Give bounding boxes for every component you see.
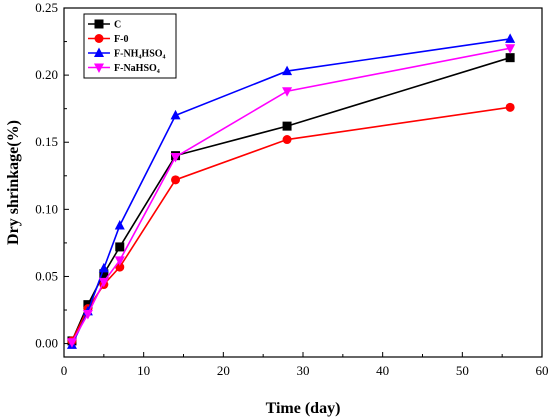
series-3-line [71,38,511,346]
series-3-point [505,33,516,43]
x-tick-label: 20 [217,363,230,378]
series-4-point [282,87,293,97]
series-layer [66,33,516,349]
y-axis-title: Dry shrinkage(%) [5,120,22,245]
x-tick-label: 0 [61,363,68,378]
series-1-line [71,56,511,342]
legend-label: C [114,20,121,31]
series-1-point [115,242,125,252]
series-2-point [115,262,125,272]
y-tick-label: 0.05 [35,268,58,283]
legend-entry: F-NH₄HSO₄ [88,47,166,60]
series-4-point [114,256,125,266]
series-2-point [171,175,181,185]
series-3 [66,33,516,349]
y-tick-label: 0.15 [35,134,58,149]
x-tick-label: 60 [536,363,549,378]
x-axis-title: Time (day) [266,400,341,417]
legend-label: F-NH₄HSO₄ [114,49,166,60]
series-1 [67,53,515,346]
y-tick-label: 0.10 [35,201,58,216]
series-1-point [282,121,292,131]
x-tick-label: 30 [297,363,310,378]
legend-marker [94,34,104,43]
legend-marker [94,47,104,57]
legend-label: F-NaHSO₄ [114,63,160,74]
legend-label: F-0 [114,34,128,45]
series-1-point [505,53,515,63]
plot-frame [63,7,543,358]
x-tick-label: 50 [456,363,469,378]
y-tick-label: 0.00 [35,336,58,351]
series-3-point [114,219,125,230]
legend-entry: F-0 [88,34,128,45]
series-3-point [170,109,181,120]
legend-entry: F-NaHSO₄ [88,63,160,74]
series-4-point [170,152,181,163]
series-4-point [505,44,516,54]
series-4-line [71,47,511,343]
series-3-point [98,262,109,273]
series-4-point [98,277,109,288]
series-4-point [82,310,93,320]
y-tick-label: 0.20 [35,67,58,82]
x-tick-label: 40 [376,363,389,378]
series-2-point [282,135,292,145]
legend-entry: C [88,19,121,31]
x-tick-label: 10 [137,363,150,378]
series-2-line [71,106,511,342]
legend-marker [94,19,104,29]
series-4 [66,44,516,348]
series-3-point [282,65,293,76]
series-2-point [505,102,515,112]
series-4-point [66,338,77,348]
axis-ticks: 0 10 20 30 40 50 60 0.00 0.05 0.10 0.15 0.20 0.25 [35,0,548,378]
legend: C F-0 F-NH₄HSO₄ F-NaHSO₄ [83,13,177,79]
legend-marker [94,63,104,73]
y-tick-label: 0.25 [35,0,58,15]
series-1-point [99,269,109,279]
